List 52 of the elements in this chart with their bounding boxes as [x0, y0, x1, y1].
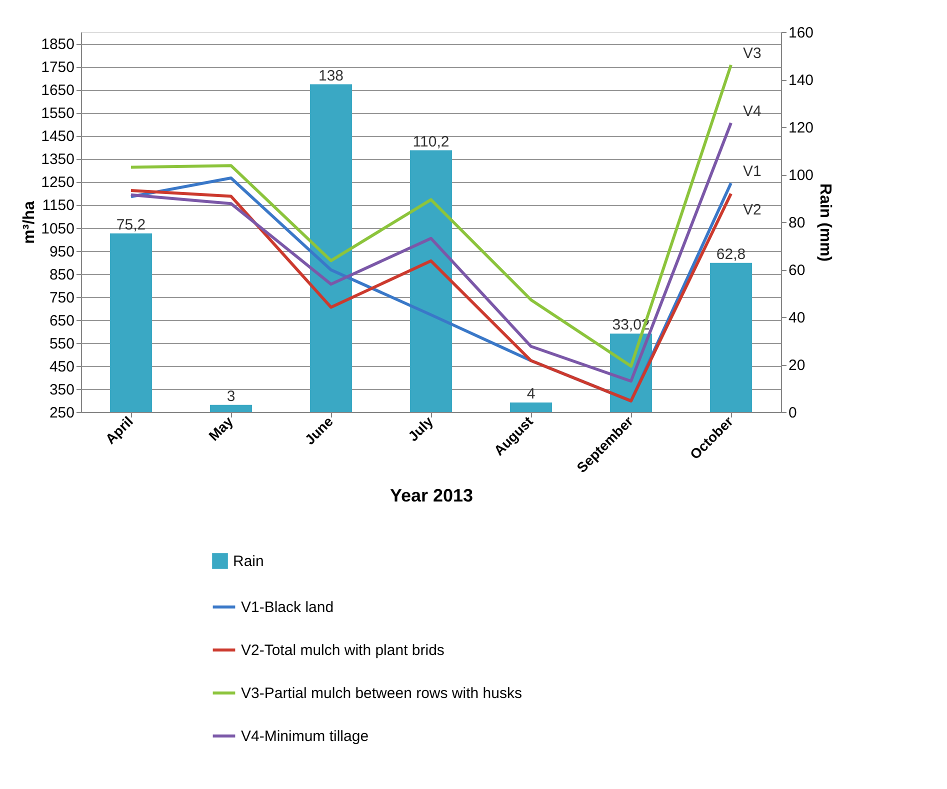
y2-tick-label: 140 — [788, 72, 814, 89]
y2-tick-label: 40 — [788, 310, 806, 326]
y-tick-label: 1650 — [41, 82, 74, 100]
data-label: 4 — [526, 386, 536, 402]
y-tick-label: 350 — [49, 381, 74, 398]
y-tick-label: 1750 — [41, 59, 74, 76]
y-tick-label: 1350 — [41, 151, 74, 168]
y-tick-label: 650 — [49, 312, 74, 330]
bar — [210, 404, 252, 412]
y2-tick-label: 0 — [788, 404, 797, 422]
y2-tick-label: 20 — [788, 357, 806, 374]
annotation: V2 — [743, 202, 762, 219]
y-tick-label: 950 — [49, 243, 74, 260]
y-tick-label: 1850 — [41, 36, 74, 54]
x-tick-label: July — [404, 412, 436, 444]
y-tick-label: 1550 — [41, 105, 74, 122]
bar — [310, 84, 352, 412]
y-tick-label: 1250 — [41, 174, 74, 192]
bar — [410, 150, 452, 412]
y2-axis-title: Rain (mm) — [816, 183, 834, 262]
y2-tick-label: 60 — [788, 262, 806, 279]
x-tick-label: May — [205, 412, 236, 444]
data-label: 75,2 — [116, 216, 146, 234]
y2-tick-label: 160 — [788, 24, 814, 42]
y-tick-label: 1150 — [42, 197, 74, 214]
legend-label: Rain — [233, 553, 264, 570]
y-tick-label: 250 — [49, 404, 74, 422]
data-label: 62,8 — [716, 246, 746, 263]
annotation: V3 — [743, 44, 762, 62]
bar — [110, 233, 152, 412]
y-tick-label: 450 — [49, 358, 74, 376]
y-tick-label: 850 — [49, 266, 74, 284]
legend-label: V3-Partial mulch between rows with husks — [241, 685, 522, 702]
legend-label: V2-Total mulch with plant brids — [241, 642, 444, 659]
legend-label: V1-Black land — [241, 599, 334, 616]
y2-tick-label: 120 — [788, 120, 814, 136]
y-tick-label: 1050 — [41, 220, 74, 238]
y-tick-label: 550 — [49, 335, 74, 352]
data-label: 110,2 — [412, 133, 450, 150]
y-tick-label: 750 — [49, 289, 74, 306]
y-axis-title: m³/ha — [21, 201, 38, 244]
annotation: V4 — [743, 102, 762, 120]
y-tick-label: 1450 — [41, 128, 74, 146]
bar — [710, 262, 752, 412]
y2-tick-label: 80 — [788, 214, 806, 232]
y2-tick-label: 100 — [788, 167, 814, 184]
bar — [510, 402, 552, 412]
legend-label: V4-Minimum tillage — [241, 728, 369, 745]
data-label: 3 — [226, 388, 236, 405]
annotation: V1 — [743, 163, 762, 180]
data-label: 138 — [318, 67, 344, 84]
x-axis-title: Year 2013 — [390, 486, 474, 506]
